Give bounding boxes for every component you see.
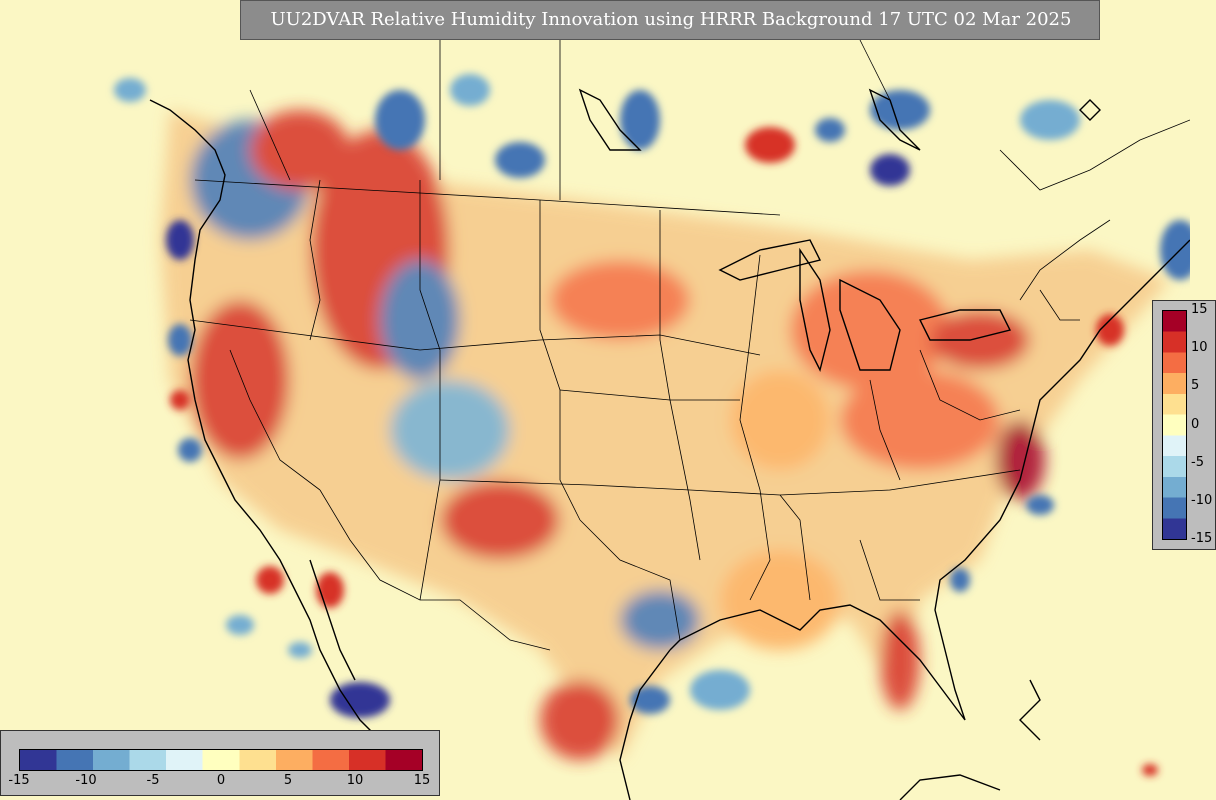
horizontal-colorbar bbox=[19, 749, 423, 771]
horizontal-colorbar-tick: -10 bbox=[75, 773, 97, 788]
vertical-colorbar-tick: 5 bbox=[1191, 378, 1200, 393]
horizontal-colorbar-tick: 5 bbox=[283, 773, 293, 788]
vertical-colorbar-tick: 0 bbox=[1191, 417, 1200, 432]
horizontal-colorbar-panel: -15 -10 -5 0 5 10 15 bbox=[0, 730, 440, 796]
vertical-colorbar bbox=[1162, 310, 1187, 540]
horizontal-colorbar-tick: -5 bbox=[146, 773, 160, 788]
vertical-colorbar-panel: 15 10 5 0 -5 -10 -15 bbox=[1152, 300, 1216, 550]
horizontal-colorbar-tick: -15 bbox=[8, 773, 30, 788]
anomaly-field bbox=[160, 110, 1170, 760]
vertical-colorbar-tick: -15 bbox=[1191, 531, 1213, 546]
horizontal-colorbar-tick: 0 bbox=[216, 773, 226, 788]
map-area[interactable] bbox=[20, 0, 1190, 800]
map-title: UU2DVAR Relative Humidity Innovation usi… bbox=[270, 9, 1072, 30]
horizontal-colorbar-tick: 10 bbox=[346, 773, 364, 788]
ocean-anomalies bbox=[114, 74, 1190, 776]
vertical-colorbar-tick: 15 bbox=[1191, 302, 1208, 317]
horizontal-colorbar-tick: 15 bbox=[413, 773, 431, 788]
title-banner: UU2DVAR Relative Humidity Innovation usi… bbox=[240, 0, 1100, 40]
vertical-colorbar-tick: -5 bbox=[1191, 455, 1204, 470]
map-canvas bbox=[20, 0, 1190, 800]
vertical-colorbar-tick: 10 bbox=[1191, 340, 1208, 355]
state-borders bbox=[189, 179, 1111, 651]
vertical-colorbar-tick: -10 bbox=[1191, 493, 1213, 508]
